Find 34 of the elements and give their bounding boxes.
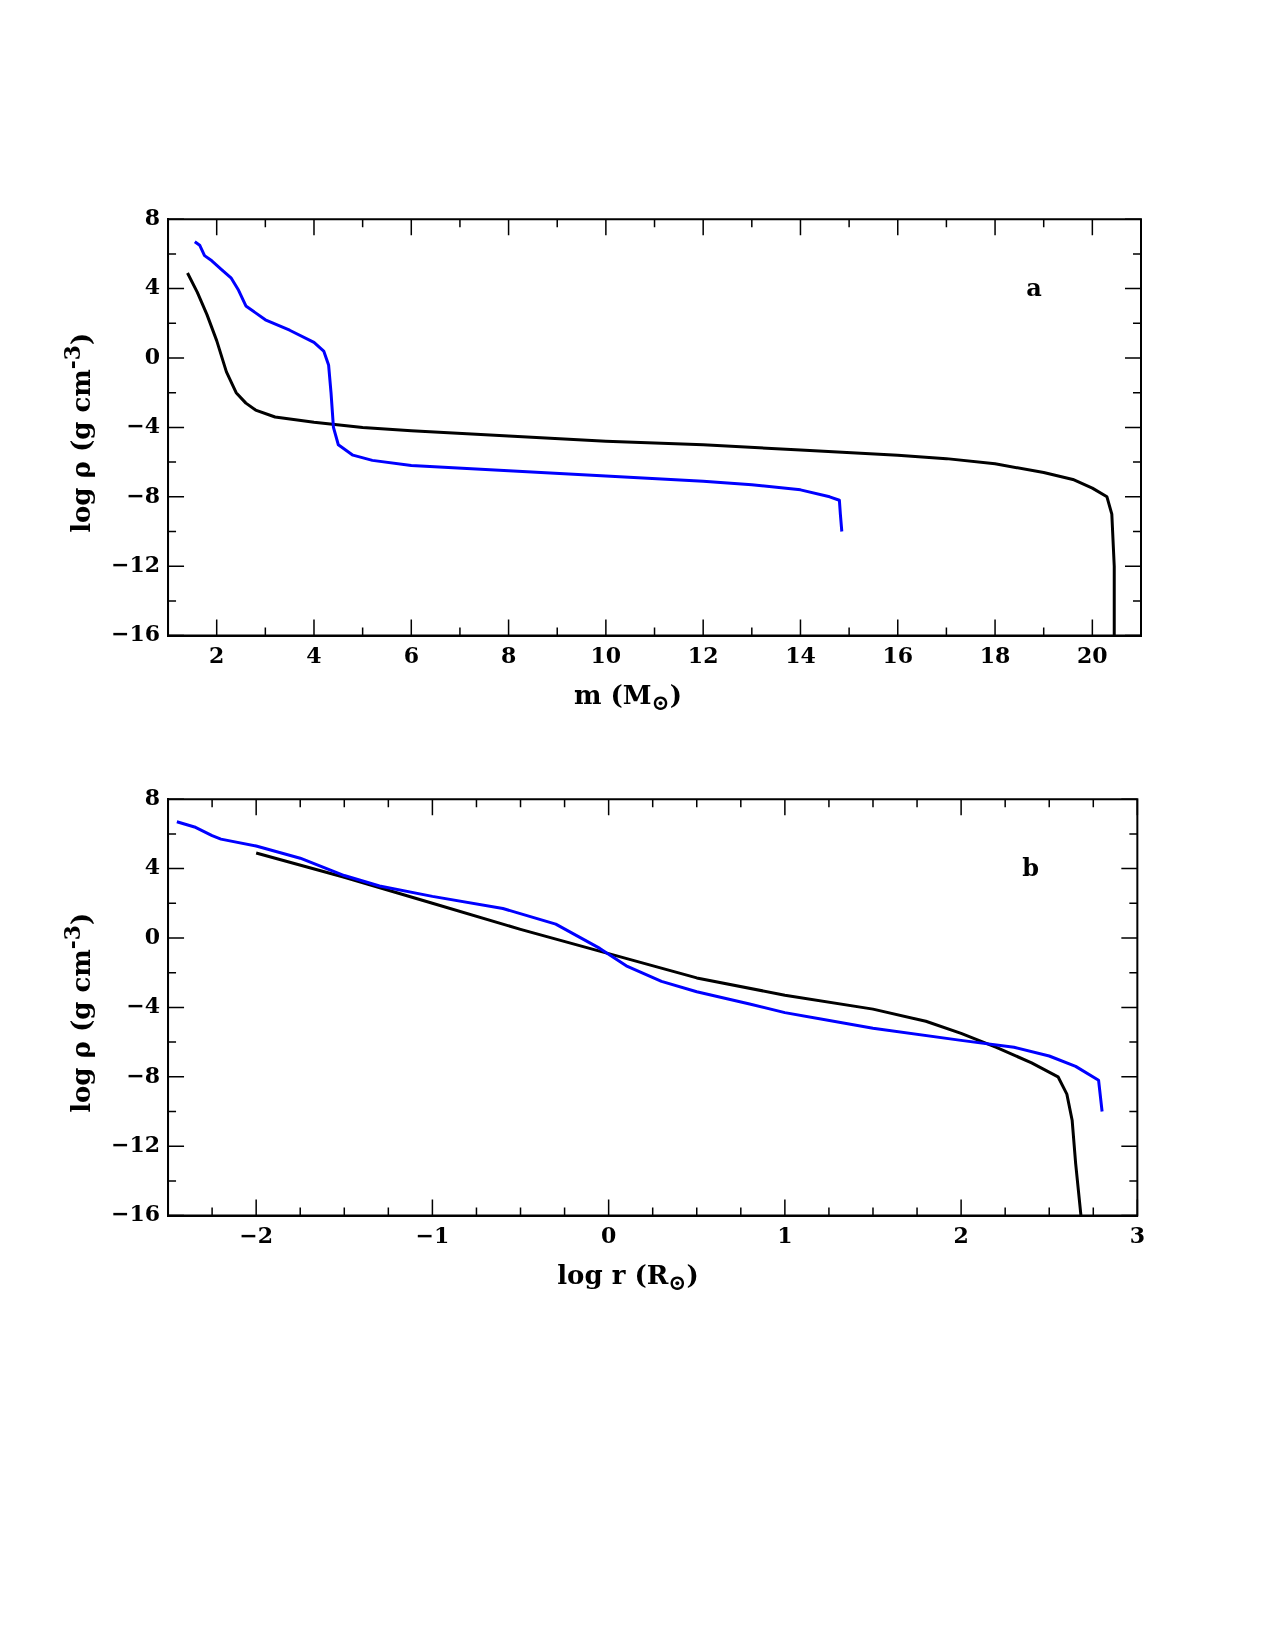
x-tick-label: 0 (600, 1221, 617, 1248)
x-tick-label: 1 (777, 1221, 793, 1248)
x-axis-title: m (M$_{⊙}$) (572, 680, 684, 716)
x-tick-label: 2 (209, 641, 225, 668)
x-tick-label: 14 (785, 641, 816, 668)
x-tick-label: 12 (687, 641, 719, 668)
y-tick-label: 0 (144, 922, 161, 949)
y-tick-label: −12 (110, 550, 161, 577)
x-tick-label: 16 (882, 641, 914, 668)
y-tick-label: 8 (144, 203, 161, 230)
y-tick-label: −12 (110, 1130, 161, 1157)
x-tick-label: 3 (1129, 1221, 1145, 1248)
y-tick-label: 4 (144, 273, 161, 300)
y-tick-label: −8 (126, 1061, 161, 1088)
x-tick-label: −1 (415, 1221, 450, 1248)
x-tick-label: 10 (590, 641, 622, 668)
x-tick-label: 4 (306, 641, 322, 668)
x-axis-title: log r (R$_{⊙}$) (556, 1260, 700, 1296)
x-tick-label: 18 (979, 641, 1011, 668)
y-tick-label: 4 (144, 853, 161, 880)
y-tick-label: 0 (144, 342, 161, 369)
y-tick-label: −4 (126, 412, 161, 439)
x-tick-label: 2 (953, 1221, 969, 1248)
x-tick-label: 8 (500, 641, 517, 668)
y-tick-label: −16 (110, 1200, 161, 1227)
x-tick-label: 6 (403, 641, 419, 668)
x-tick-label: 20 (1077, 641, 1108, 668)
x-tick-label: −2 (239, 1221, 274, 1248)
annotation: b (1022, 853, 1040, 883)
y-tick-label: −4 (126, 992, 161, 1019)
y-tick-label: −16 (110, 620, 161, 647)
y-tick-label: 8 (144, 783, 161, 810)
annotation: a (1026, 273, 1042, 303)
y-tick-label: −8 (126, 481, 161, 508)
